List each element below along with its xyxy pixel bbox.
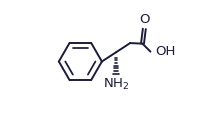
Text: O: O [140,13,150,26]
Text: NH$_2$: NH$_2$ [103,77,130,92]
Text: OH: OH [155,45,175,58]
